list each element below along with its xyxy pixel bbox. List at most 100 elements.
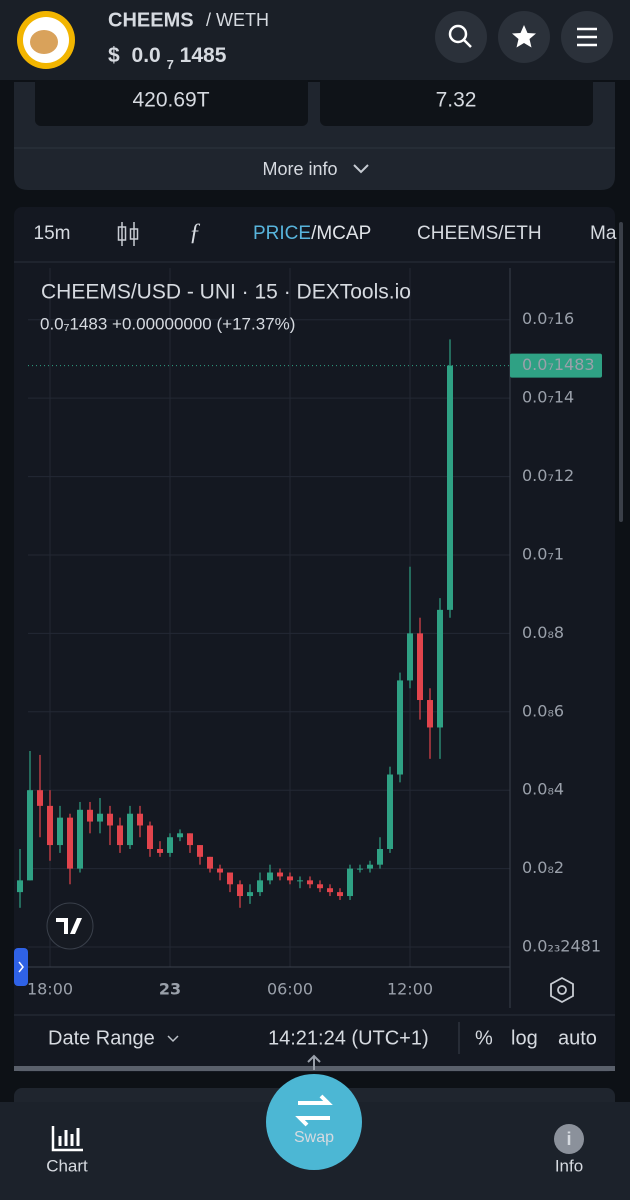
- stat-box: [320, 76, 593, 126]
- price-zeros: 7: [167, 57, 174, 72]
- plot-area: [17, 268, 510, 967]
- candle-body: [337, 892, 343, 897]
- price-prefix: $: [108, 44, 120, 67]
- candle-body: [237, 884, 243, 897]
- settings-button[interactable]: [550, 976, 574, 1004]
- nav-label[interactable]: Chart: [46, 1156, 88, 1175]
- candle-body: [297, 880, 303, 882]
- price-mcap-toggle[interactable]: PRICE/MCAP: [253, 223, 371, 244]
- more-toolbar[interactable]: Ma: [590, 223, 617, 244]
- search-button[interactable]: [435, 11, 487, 63]
- chart-icon: [58, 1128, 80, 1146]
- star-icon: [512, 25, 536, 48]
- candle-body: [277, 872, 283, 877]
- icon: [121, 222, 135, 246]
- tradingview-logo: [46, 902, 94, 950]
- candle-body: [257, 880, 263, 893]
- chart-legend: 0.0₇1483 +0.00000000 (+17.37%): [40, 314, 295, 333]
- candle-body: [317, 884, 323, 889]
- candle-body: [327, 888, 333, 893]
- last-price-badge: [510, 353, 602, 378]
- indicators-button[interactable]: ƒ: [189, 220, 201, 246]
- nav-chart[interactable]: Chart: [46, 1126, 88, 1175]
- candle-body: [107, 813, 113, 826]
- candle-body: [397, 680, 403, 775]
- candle-body: [47, 805, 53, 846]
- nav-label[interactable]: Info: [555, 1156, 583, 1175]
- y-tick-label: 0.0₈4: [522, 780, 564, 799]
- candle-body: [127, 813, 133, 846]
- swap-button[interactable]: [266, 1074, 362, 1170]
- y-tick-label: 0.0₈2: [522, 858, 564, 877]
- candle-body: [207, 856, 213, 869]
- y-tick-label: 0.0₇1: [522, 544, 564, 563]
- price: $ 0.0 7 1485: [108, 44, 227, 77]
- search-icon: [463, 39, 472, 48]
- candle-body: [437, 609, 443, 728]
- nav-label[interactable]: Swap: [294, 1129, 334, 1146]
- candle-body: [367, 864, 373, 869]
- menu-icon: [577, 27, 597, 47]
- y-tick-label: 0.0₇16: [522, 309, 574, 328]
- candle-body: [157, 848, 163, 853]
- candle-body: [67, 817, 73, 869]
- candle-body: [147, 825, 153, 849]
- info-icon-glyph: i: [566, 1129, 571, 1149]
- pair-name: / WETH: [206, 10, 269, 30]
- chevron: [167, 1035, 179, 1043]
- menu-button[interactable]: [561, 11, 613, 63]
- y-tick-label: 0.0₈8: [522, 623, 564, 642]
- candle-type-button[interactable]: [117, 222, 139, 246]
- more-info-label[interactable]: More info: [262, 159, 337, 179]
- candle-body: [17, 880, 23, 893]
- pair-toggle[interactable]: CHEEMS/ETH: [417, 223, 542, 244]
- price-digits: 1485: [180, 44, 227, 67]
- x-tick-label: 18:00: [27, 980, 73, 999]
- candle-body: [57, 817, 63, 846]
- chart-title: CHEEMS/USD - UNI · 15 · DEXTools.io: [41, 281, 411, 304]
- candle-body: [417, 633, 423, 701]
- token-logo-face: [30, 30, 58, 54]
- interval-button[interactable]: 15m: [34, 223, 71, 244]
- percent-toggle[interactable]: %: [475, 1027, 493, 1049]
- candle-body: [347, 868, 353, 897]
- candle-body: [137, 813, 143, 826]
- candle-body: [227, 872, 233, 885]
- button-bg[interactable]: [435, 11, 487, 63]
- log-toggle[interactable]: log: [511, 1027, 538, 1049]
- candle-body: [177, 833, 183, 838]
- date-range-button[interactable]: Date Range: [48, 1027, 155, 1049]
- side-toggle[interactable]: [14, 948, 28, 986]
- chart-icon: [51, 1126, 83, 1152]
- mcap-option[interactable]: /MCAP: [311, 223, 371, 244]
- stat-value: 7.32: [436, 89, 477, 112]
- nav-swap[interactable]: Swap: [266, 1074, 362, 1170]
- swap-icon: [295, 1094, 333, 1127]
- x-tick-label: 06:00: [267, 980, 313, 999]
- candle-body: [287, 876, 293, 881]
- settings-icon: [557, 985, 567, 995]
- drag-arrow: [307, 1054, 321, 1070]
- more-info-button[interactable]: More info: [262, 159, 369, 179]
- price-option[interactable]: PRICE: [253, 223, 311, 244]
- icon: [129, 228, 139, 240]
- candle-body: [197, 845, 203, 857]
- candle-body: [427, 700, 433, 728]
- stat-box: [35, 76, 308, 126]
- favorite-button[interactable]: [498, 11, 550, 63]
- price-lead: 0.0: [132, 44, 161, 67]
- chevron: [353, 164, 369, 174]
- candle-body: [97, 813, 103, 822]
- candle-body: [27, 790, 33, 881]
- nav-info[interactable]: i Info: [554, 1124, 584, 1175]
- y-tick-label: 0.0₇14: [522, 388, 574, 407]
- clock: 14:21:24 (UTC+1): [268, 1027, 429, 1049]
- stat-value: 420.69T: [132, 89, 209, 112]
- scrollbar: [619, 222, 623, 522]
- auto-toggle[interactable]: auto: [558, 1027, 597, 1049]
- y-tick-label: 0.0₇12: [522, 466, 574, 485]
- candle-body: [447, 365, 453, 610]
- info-icon: [554, 1124, 584, 1154]
